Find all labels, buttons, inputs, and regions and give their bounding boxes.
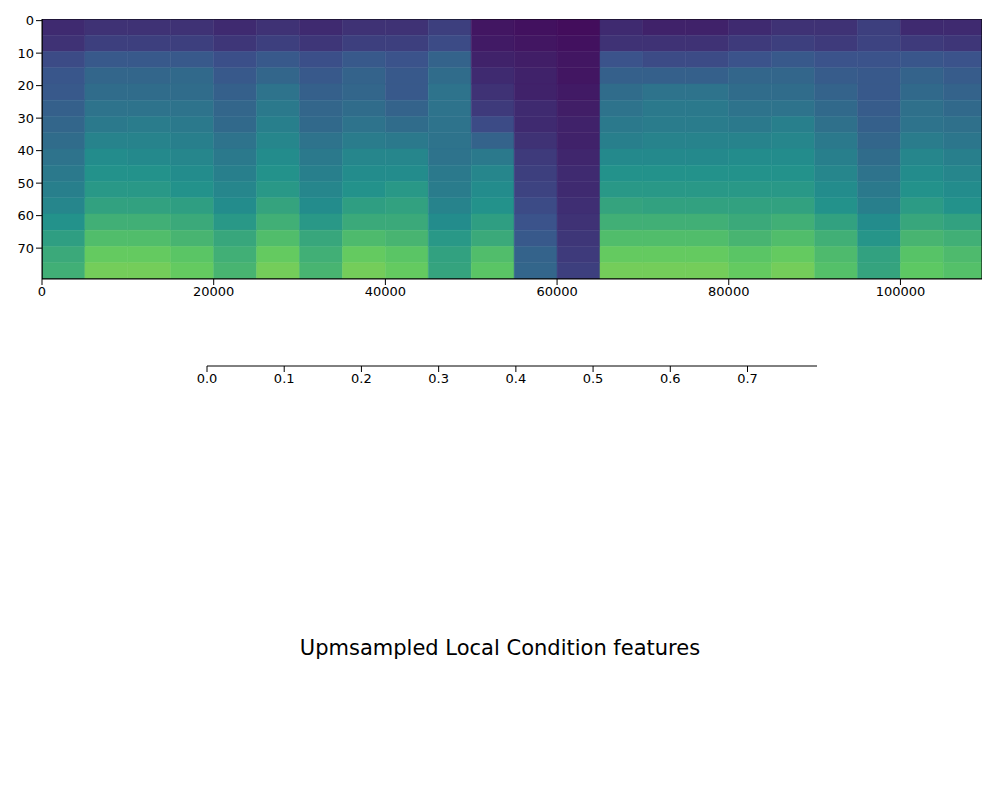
svg-text:0: 0 — [26, 13, 34, 28]
svg-text:0.5: 0.5 — [583, 371, 604, 386]
svg-text:0.0: 0.0 — [197, 371, 218, 386]
svg-text:0: 0 — [38, 284, 46, 299]
svg-text:10: 10 — [17, 46, 34, 61]
svg-text:0.2: 0.2 — [351, 371, 372, 386]
svg-text:0.3: 0.3 — [428, 371, 449, 386]
svg-text:40: 40 — [17, 143, 34, 158]
svg-text:70: 70 — [17, 241, 34, 256]
svg-text:60000: 60000 — [536, 284, 577, 299]
svg-text:0.4: 0.4 — [506, 371, 527, 386]
svg-text:20000: 20000 — [193, 284, 234, 299]
svg-text:50: 50 — [17, 176, 34, 191]
svg-text:0.7: 0.7 — [737, 371, 758, 386]
svg-text:100000: 100000 — [876, 284, 926, 299]
html-text:Upmsampled Local Condition fea: Upmsampled Local Condition features — [299, 636, 701, 660]
svg-text:40000: 40000 — [365, 284, 406, 299]
svg-text:0.6: 0.6 — [660, 371, 681, 386]
svg-text:80000: 80000 — [708, 284, 749, 299]
svg-text:30: 30 — [17, 111, 34, 126]
svg-text:20: 20 — [17, 78, 34, 93]
svg-text:60: 60 — [17, 208, 34, 223]
svg-text:0.1: 0.1 — [274, 371, 295, 386]
